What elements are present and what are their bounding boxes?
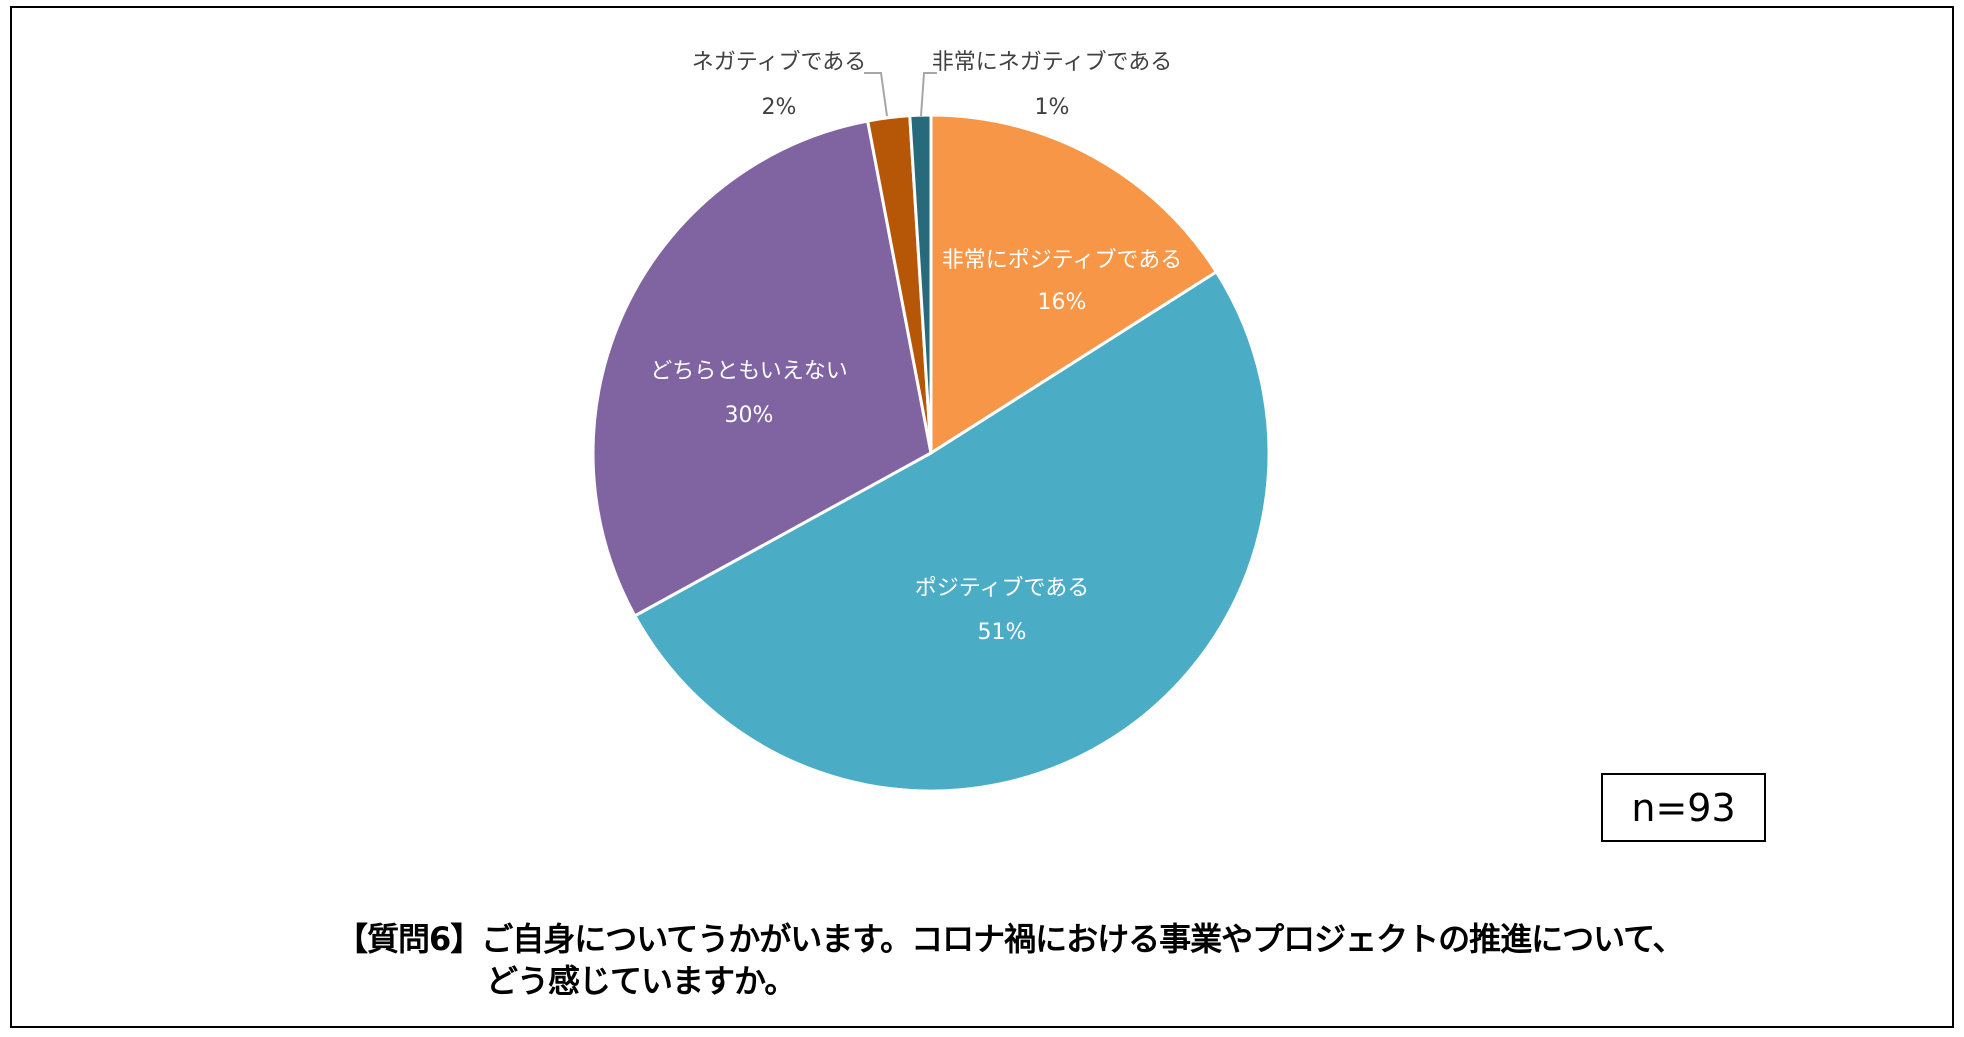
slice-label: ポジティブである [915, 576, 1089, 601]
leader-line [920, 72, 937, 117]
chart-title-line-1: 【質問6】ご自身についてうかがいます。コロナ禍における事業やプロジェクトの推進に… [336, 920, 1685, 958]
sample-size-box: n=93 [1601, 773, 1766, 842]
slice-label: どちらともいえない [650, 359, 848, 384]
leader-line [864, 72, 888, 117]
slice-label: 非常にポジティブである [942, 248, 1182, 273]
chart-frame [10, 6, 1954, 1028]
slice-label: ネガティブである [692, 50, 866, 75]
slice-value-label: 2% [762, 95, 797, 120]
slice-value-label: 51% [978, 620, 1027, 645]
slice-value-label: 16% [1038, 290, 1087, 315]
slice-value-label: 30% [725, 403, 774, 428]
pie-slice [591, 119, 933, 618]
slice-label: 非常にネガティブである [932, 50, 1172, 75]
chart-title-line-2: どう感じていますか。 [486, 962, 796, 1000]
pie-slice [929, 113, 1219, 456]
pie-slice [632, 269, 1271, 793]
slice-value-label: 1% [1035, 95, 1070, 120]
